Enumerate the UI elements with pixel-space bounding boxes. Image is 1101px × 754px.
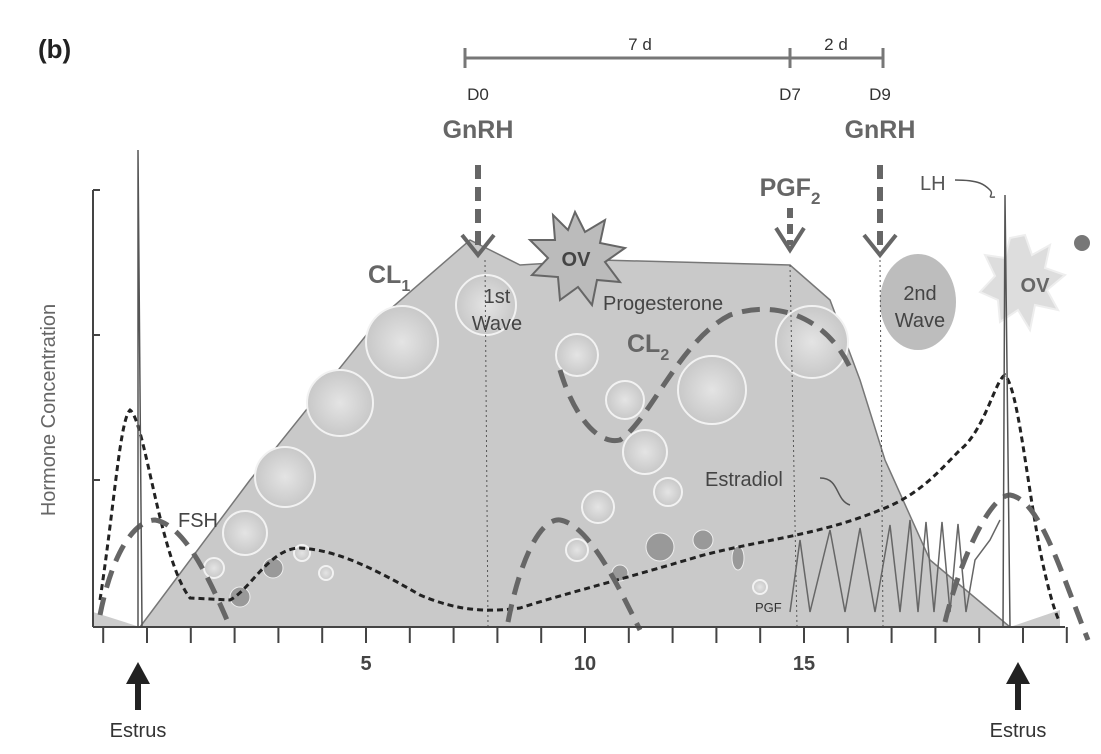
- second-wave-follicle: [880, 254, 956, 350]
- ov-star: [527, 209, 628, 308]
- hormone-curves: [97, 149, 1091, 641]
- treatment-label: GnRH: [845, 116, 916, 144]
- treatment-label: GnRH: [443, 116, 514, 144]
- x-tick-label: 10: [574, 653, 596, 675]
- treatment-label: PGF2: [760, 174, 821, 208]
- day-label: D0: [467, 85, 489, 104]
- ov-label: OV: [1021, 275, 1051, 297]
- estradiol-label: Estradiol: [705, 469, 783, 491]
- fsh-curve: [97, 517, 233, 628]
- treatment-arrows: [460, 165, 898, 259]
- day-label: D9: [869, 85, 891, 104]
- lh-pointer: [954, 179, 996, 198]
- subscript: 2: [660, 347, 669, 364]
- follicles: [203, 274, 849, 595]
- cl-label: CL1: [368, 261, 410, 295]
- estradiol-pointer: [819, 477, 851, 506]
- lh-surge: [1002, 194, 1011, 628]
- fsh-label: FSH: [178, 510, 218, 532]
- estradiol-curve: [98, 373, 1062, 624]
- cl-label: CL: [368, 261, 401, 289]
- treatment-label: PGF: [760, 174, 811, 202]
- estrus-label: Estrus: [990, 720, 1047, 742]
- x-ticks: 5 10 15: [360, 653, 815, 675]
- estrus-label: Estrus: [110, 720, 167, 742]
- estrus-arrows: [126, 662, 1030, 710]
- x-tick-label: 5: [360, 653, 371, 675]
- fsh-curve: [942, 492, 1091, 641]
- fsh-curve: [505, 517, 643, 632]
- dot: [1074, 235, 1090, 251]
- pgf-pulses: [789, 519, 1001, 613]
- background-shapes: [93, 209, 1090, 628]
- subscript: 1: [401, 278, 410, 295]
- x-tick-label: 15: [793, 653, 815, 675]
- ov-label: OV: [562, 249, 592, 271]
- timeline: [463, 48, 885, 68]
- wave-label: 1st: [484, 286, 511, 308]
- wave-label: 2nd: [903, 283, 936, 305]
- progesterone-curve: [557, 306, 855, 444]
- lh-label: LH: [920, 173, 946, 195]
- pgf-label: PGF: [755, 600, 782, 615]
- y-axis-label: Hormone Concentration: [38, 304, 60, 516]
- panel-label: (b): [38, 34, 71, 64]
- cl-label: CL: [627, 330, 660, 358]
- progesterone-label: Progesterone: [603, 293, 723, 315]
- wave-label: Wave: [895, 310, 945, 332]
- day-label: D7: [779, 85, 801, 104]
- subscript: 2: [811, 189, 820, 208]
- axes: [92, 189, 1068, 643]
- lh-surge: [137, 149, 143, 628]
- wave-label: Wave: [472, 313, 522, 335]
- ov-star: [978, 233, 1067, 333]
- cl-label: CL2: [627, 330, 669, 364]
- span-label: 7 d: [628, 35, 652, 54]
- span-label: 2 d: [824, 35, 848, 54]
